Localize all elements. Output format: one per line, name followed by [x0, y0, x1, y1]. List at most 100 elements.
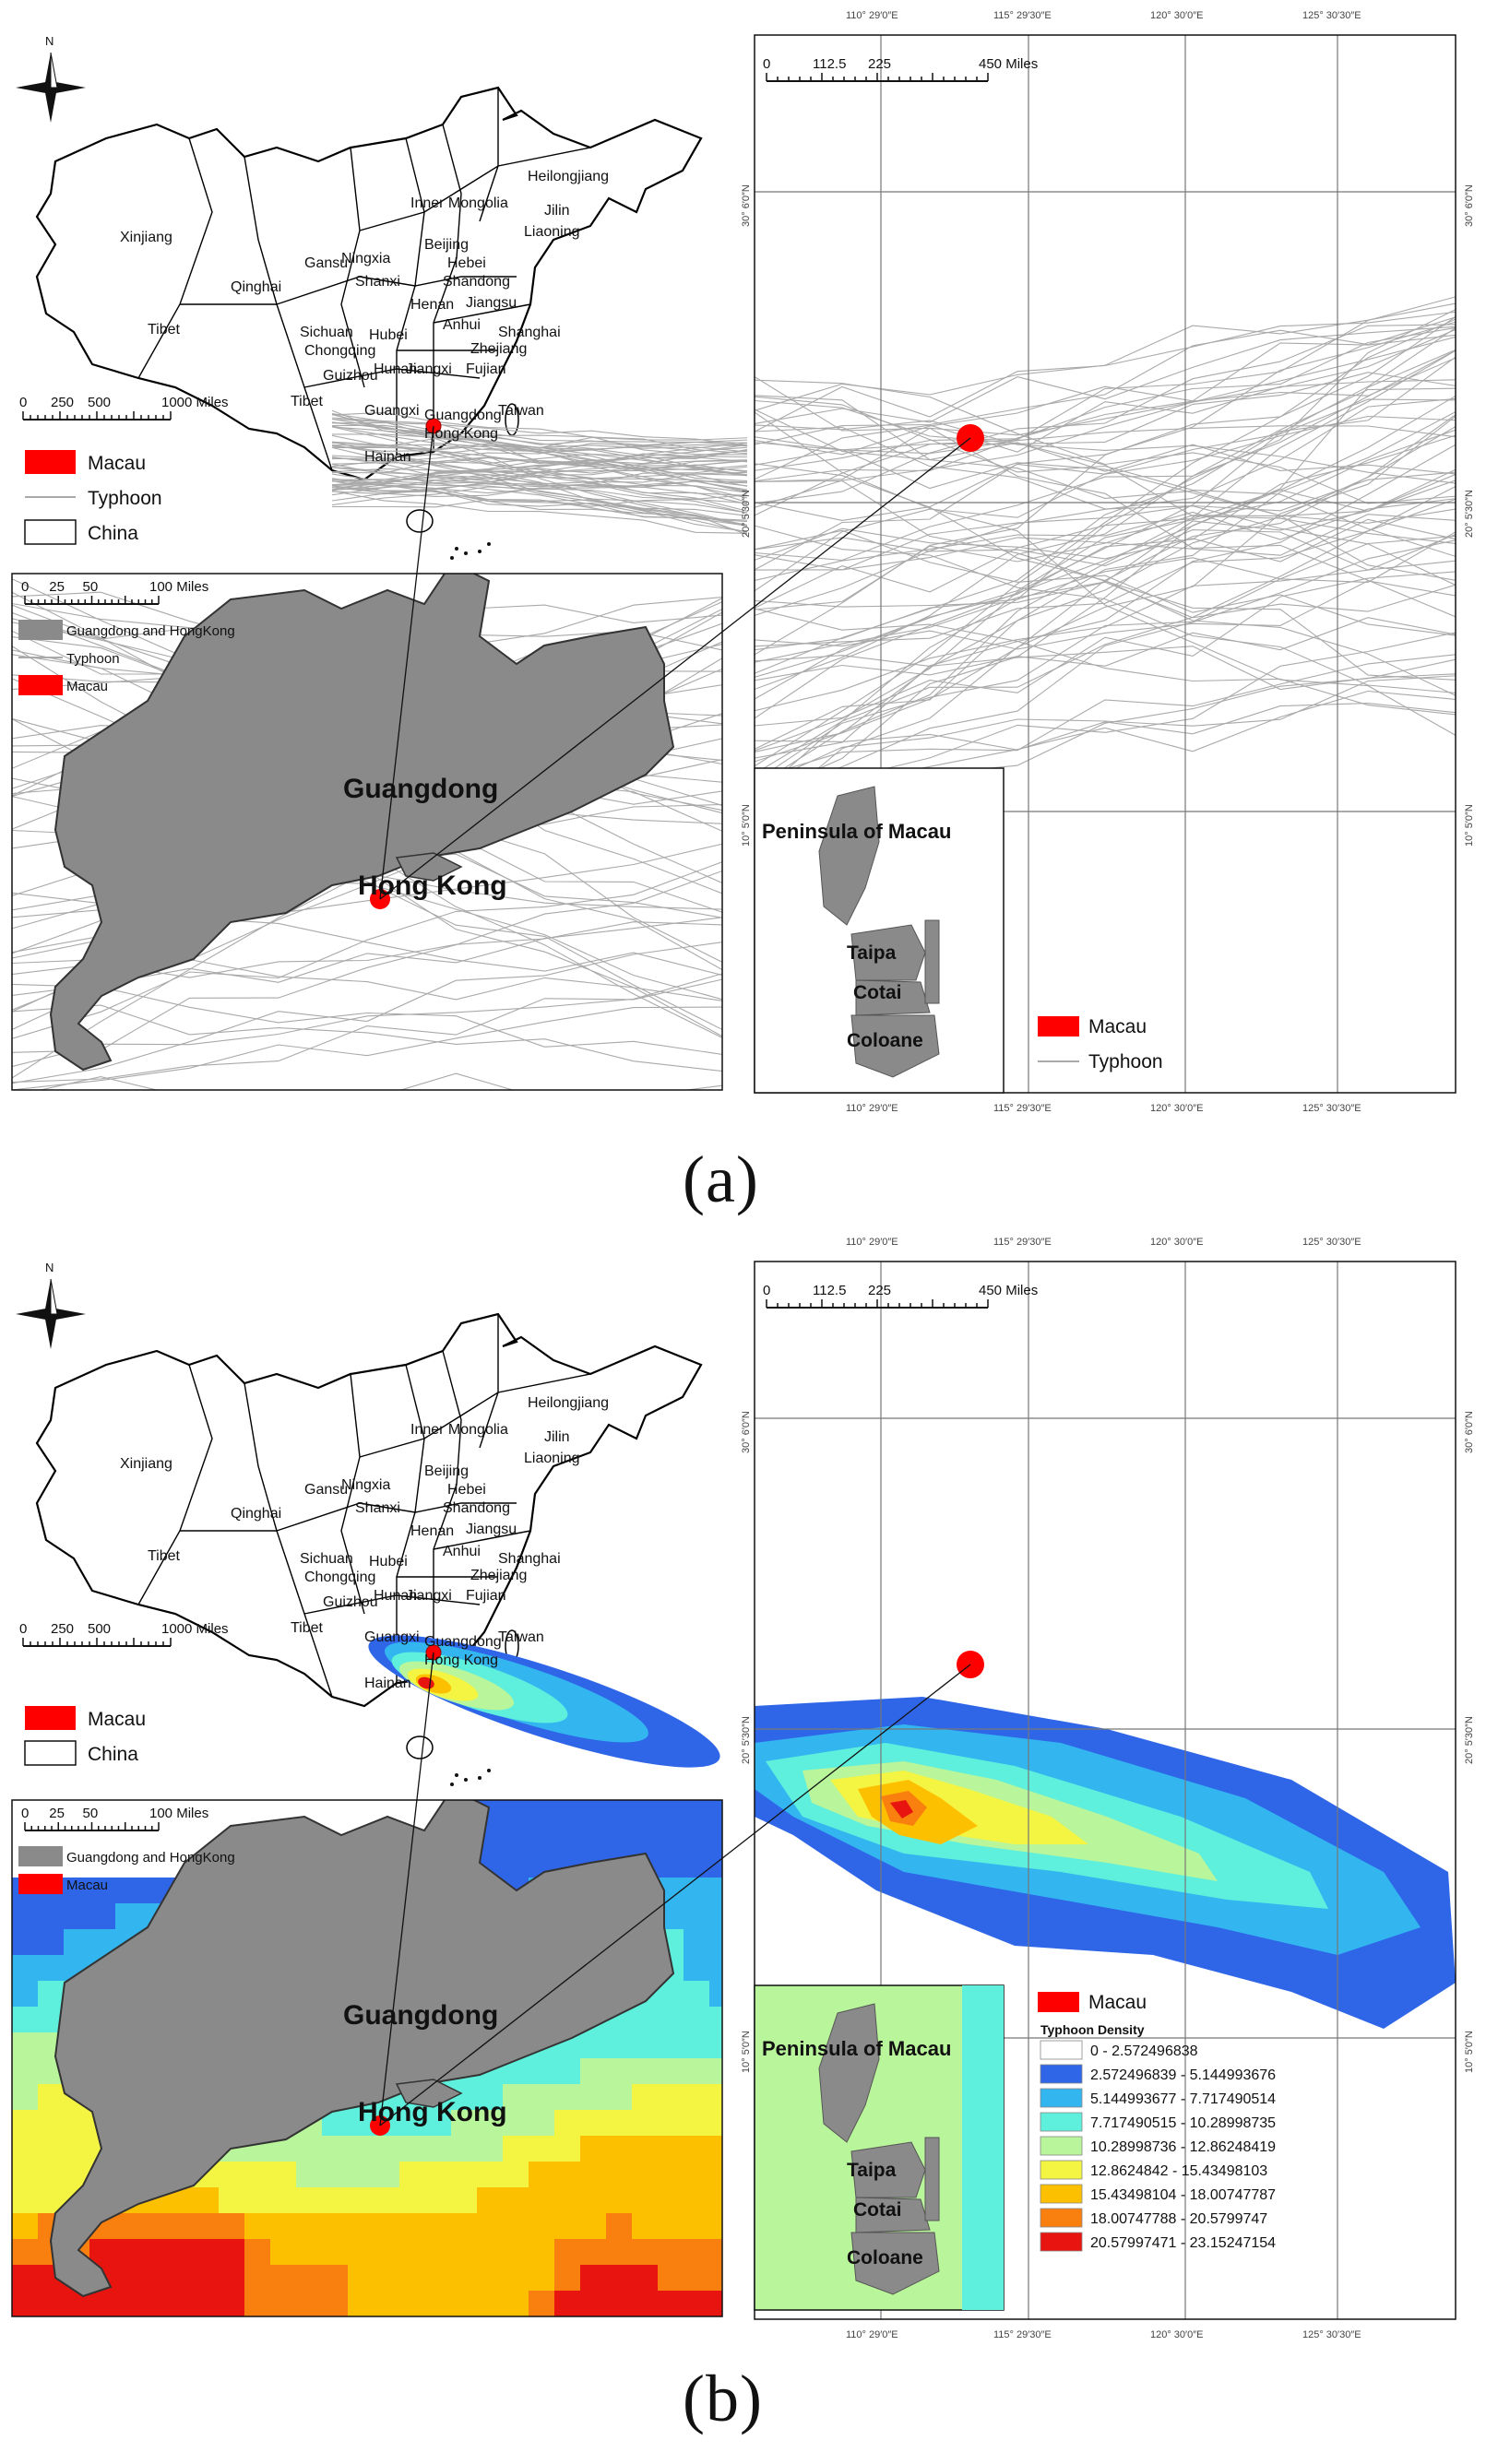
typhoon-track: [755, 336, 1456, 482]
region-label: Hunan: [374, 1588, 417, 1604]
typhoon-track: [755, 480, 1456, 681]
north-arrow-highlight: [50, 52, 58, 89]
region-label: Fujian: [466, 1588, 506, 1604]
density-cell: [684, 2213, 710, 2240]
density-cell: [580, 2058, 607, 2085]
density-cell: [12, 1929, 39, 1956]
guangdong-map-frame: [11, 573, 723, 1091]
region-label: Guizhou: [323, 368, 378, 384]
legend-swatch-macau: [1038, 1992, 1079, 2012]
island-dot: [464, 551, 468, 555]
regional-map: 0 112.5 225 450 Miles 110° 29′0″E 110° 29′0″E…: [741, 1237, 1475, 2340]
typhoon-track: [331, 409, 748, 536]
density-cell: [322, 1800, 349, 1827]
regional-map-content: [755, 1262, 1456, 2319]
density-cell: [709, 1929, 722, 1956]
inset-label: Taipa: [847, 2160, 897, 2181]
density-cell: [425, 2187, 452, 2214]
china-outline-group: Xinjiang Tibet Qinghai Inner Mongolia Heilon…: [35, 86, 748, 560]
density-cell: [12, 2007, 39, 2033]
typhoon-track: [755, 379, 1456, 480]
typhoon-track: [331, 480, 748, 516]
density-cell: [503, 2084, 529, 2111]
density-cell: [606, 2136, 633, 2162]
legend-label: Macau: [1088, 1992, 1147, 2013]
region-label: Heilongjiang: [528, 169, 609, 184]
typhoon-track: [755, 531, 1456, 782]
density-cell: [529, 2265, 555, 2292]
density-cell: [503, 2110, 529, 2137]
scale-bar-label: 0: [19, 1621, 27, 1637]
region-label: Hong Kong: [424, 426, 498, 442]
density-cell: [296, 2162, 323, 2188]
density-cell: [632, 2162, 659, 2188]
density-cell: [554, 2187, 581, 2214]
scale-bar-label: 100 Miles: [149, 579, 208, 595]
density-cell: [709, 1800, 722, 1827]
province-border: [433, 124, 462, 452]
region-label: Heilongjiang: [528, 1395, 609, 1411]
typhoon-track: [12, 861, 722, 1039]
density-cell: [503, 1852, 529, 1878]
legend-swatch-macau: [18, 675, 63, 695]
region-label: Hong Kong: [424, 1653, 498, 1668]
density-legend-label: 15.43498104 - 18.00747787: [1090, 2187, 1276, 2203]
density-cell: [606, 2084, 633, 2111]
density-cell: [115, 1800, 142, 1827]
density-cell: [477, 2110, 504, 2137]
density-cell: [580, 1800, 607, 1827]
connector-guangdong-to-regional: [379, 1664, 971, 2126]
density-cell: [709, 2110, 722, 2137]
density-cell: [399, 2162, 426, 2188]
lon-tick-bottom: 125° 30′30″E: [1302, 2329, 1361, 2340]
legend-label: Macau: [88, 453, 146, 474]
typhoon-track: [755, 525, 1456, 693]
density-cell: [684, 1903, 710, 1930]
density-cell: [684, 2032, 710, 2059]
typhoon-track: [755, 529, 1456, 636]
density-cell: [529, 1800, 555, 1827]
typhoon-track: [12, 978, 722, 1084]
density-cell: [606, 2058, 633, 2085]
density-cell: [632, 2187, 659, 2214]
guangdong-label: Guangdong: [343, 774, 498, 804]
region-label: Anhui: [443, 317, 481, 333]
density-cell: [554, 2291, 581, 2316]
typhoon-track: [755, 411, 1456, 763]
density-cell: [606, 2265, 633, 2292]
typhoon-track: [331, 486, 748, 500]
density-cell: [167, 1800, 194, 1827]
scale-bar-label: 25: [49, 579, 65, 595]
legend-swatch-china: [24, 1740, 77, 1766]
density-cell: [684, 1800, 710, 1827]
typhoon-track: [331, 485, 748, 521]
region-label: Sichuan: [300, 1551, 353, 1567]
region-label: Guangdong: [424, 1634, 502, 1650]
lat-tick-right: 20° 5′30″N: [1464, 1716, 1475, 1764]
density-cell: [38, 2136, 65, 2162]
inset-density-strip: [962, 1985, 1004, 2310]
density-cell: [606, 2110, 633, 2137]
density-cell: [89, 2291, 116, 2316]
density-cell: [529, 2187, 555, 2214]
density-cell: [503, 2265, 529, 2292]
density-legend-title: Typhoon Density: [1040, 2022, 1145, 2037]
density-cell: [348, 2265, 374, 2292]
lat-tick-right: 30° 6′0″N: [1464, 1411, 1475, 1453]
region-label: Shanxi: [355, 1500, 400, 1516]
density-cell: [322, 2136, 349, 2162]
region-label: Taiwan: [498, 403, 544, 419]
province-border: [433, 1350, 462, 1678]
density-cell: [296, 2239, 323, 2266]
scale-bar-label: 0: [21, 579, 29, 595]
legend-swatch-china: [24, 519, 77, 545]
density-cell: [477, 2136, 504, 2162]
typhoon-track: [755, 326, 1456, 424]
density-cell: [658, 2239, 684, 2266]
region-label: Liaoning: [524, 1451, 580, 1466]
density-cell: [12, 1800, 39, 1827]
legend-label: Macau: [66, 1878, 108, 1893]
airport-shape: [924, 919, 940, 1004]
